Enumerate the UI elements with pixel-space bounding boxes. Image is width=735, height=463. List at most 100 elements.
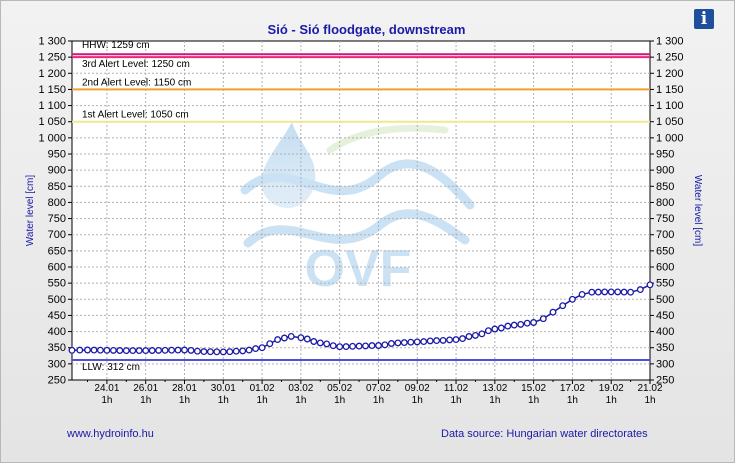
- data-point: [439, 336, 447, 344]
- x-tick-label-date: 05.02: [327, 383, 352, 394]
- data-point: [96, 346, 104, 354]
- data-point: [252, 345, 260, 353]
- x-tick-label-hour: 1h: [101, 395, 112, 406]
- y-tick-label-left: 800: [48, 197, 66, 209]
- y-tick-label-left: 500: [48, 294, 66, 306]
- x-tick-label-hour: 1h: [218, 395, 229, 406]
- data-point: [517, 320, 525, 328]
- data-point: [407, 338, 415, 346]
- x-axis: 24.011h26.011h28.011h30.011h01.021h03.02…: [87, 380, 663, 406]
- x-tick-label-date: 11.02: [444, 383, 469, 394]
- y-tick-label-left: 350: [48, 342, 66, 354]
- y-tick-label-right: 950: [656, 149, 674, 161]
- data-point: [200, 348, 208, 356]
- data-point: [400, 339, 408, 347]
- x-tick-label-hour: 1h: [567, 395, 578, 406]
- data-point: [303, 335, 311, 343]
- data-point: [239, 347, 247, 355]
- info-icon[interactable]: i: [694, 9, 714, 29]
- data-point: [329, 342, 337, 350]
- y-axis-left: 250 300 350 400 450 500 550 600 650 700 750 800 850 9…: [38, 36, 72, 387]
- x-tick-label-hour: 1h: [450, 395, 461, 406]
- x-tick-label-hour: 1h: [179, 395, 190, 406]
- data-point: [578, 290, 586, 298]
- x-tick-label-date: 26.01: [133, 383, 158, 394]
- data-point: [174, 346, 182, 354]
- data-point: [90, 346, 98, 354]
- data-point: [142, 347, 150, 355]
- y-tick-label-right: 1 100: [656, 100, 684, 112]
- y-tick-label-right: 600: [656, 262, 674, 274]
- data-point: [510, 321, 518, 329]
- data-point: [426, 337, 434, 345]
- ref-label-alert3: 3rd Alert Level: 1250 cm: [82, 59, 190, 70]
- data-point: [323, 340, 331, 348]
- y-axis-label-right: Water level [cm]: [692, 175, 703, 247]
- data-point: [116, 347, 124, 354]
- data-point: [297, 334, 305, 342]
- y-tick-label-right: 550: [656, 278, 674, 290]
- y-tick-label-right: 1 200: [656, 68, 684, 80]
- data-point: [636, 286, 644, 294]
- reference-lines: HHW: 1259 cm 3rd Alert Level: 1250 cm 2nd …: [72, 40, 650, 373]
- x-tick-label-date: 17.02: [560, 383, 585, 394]
- data-point: [471, 331, 479, 339]
- x-tick-label-hour: 1h: [606, 395, 617, 406]
- y-tick-label-right: 300: [656, 358, 674, 370]
- website-link[interactable]: www.hydroinfo.hu: [67, 428, 154, 440]
- data-point: [433, 337, 441, 345]
- data-point: [226, 348, 234, 356]
- x-tick-label-date: 07.02: [366, 383, 391, 394]
- data-point: [316, 339, 324, 347]
- data-point: [68, 346, 76, 354]
- x-tick-label-date: 01.02: [250, 383, 275, 394]
- data-point: [465, 333, 473, 340]
- data-point: [381, 341, 389, 349]
- y-tick-label-right: 800: [656, 197, 674, 209]
- y-tick-label-left: 750: [48, 213, 66, 225]
- data-point: [193, 347, 201, 355]
- y-tick-label-left: 950: [48, 149, 66, 161]
- data-point: [504, 322, 512, 330]
- watermark-wave: [240, 159, 475, 210]
- data-point: [245, 346, 253, 354]
- x-tick-label-date: 15.02: [521, 383, 546, 394]
- data-point: [523, 319, 531, 327]
- data-point: [607, 288, 615, 296]
- data-point: [452, 336, 460, 344]
- y-tick-label-left: 1 150: [38, 84, 66, 96]
- data-point: [646, 281, 654, 289]
- x-tick-label-date: 13.02: [482, 383, 507, 394]
- data-point: [76, 346, 84, 354]
- x-tick-label-date: 19.02: [599, 383, 624, 394]
- data-point: [349, 342, 357, 350]
- data-point: [601, 288, 609, 296]
- y-tick-label-left: 1 250: [38, 52, 66, 64]
- y-tick-label-right: 450: [656, 310, 674, 322]
- data-point: [155, 346, 163, 354]
- y-tick-label-left: 250: [48, 375, 66, 387]
- x-tick-label-hour: 1h: [334, 395, 345, 406]
- data-point: [310, 338, 318, 345]
- chart-title: Sió - Sió floodgate, downstream: [267, 22, 466, 37]
- x-tick-label-hour: 1h: [644, 395, 655, 406]
- data-point: [280, 334, 288, 342]
- data-point: [213, 348, 221, 356]
- y-tick-label-left: 850: [48, 181, 66, 193]
- ref-label-hhw: HHW: 1259 cm: [82, 40, 150, 51]
- y-tick-label-right: 1 250: [656, 52, 684, 64]
- y-tick-label-right: 700: [656, 229, 674, 241]
- y-tick-label-right: 850: [656, 181, 674, 193]
- y-tick-label-right: 350: [656, 342, 674, 354]
- data-point: [413, 338, 421, 346]
- x-tick-label-date: 09.02: [405, 383, 430, 394]
- y-tick-label-right: 650: [656, 245, 674, 257]
- x-tick-label-date: 21.02: [637, 383, 662, 394]
- data-point: [103, 346, 111, 354]
- y-tick-label-left: 900: [48, 165, 66, 177]
- data-point: [219, 348, 227, 356]
- watermark-text: OVF: [305, 240, 412, 298]
- x-tick-label-hour: 1h: [489, 395, 500, 406]
- x-tick-label-hour: 1h: [412, 395, 423, 406]
